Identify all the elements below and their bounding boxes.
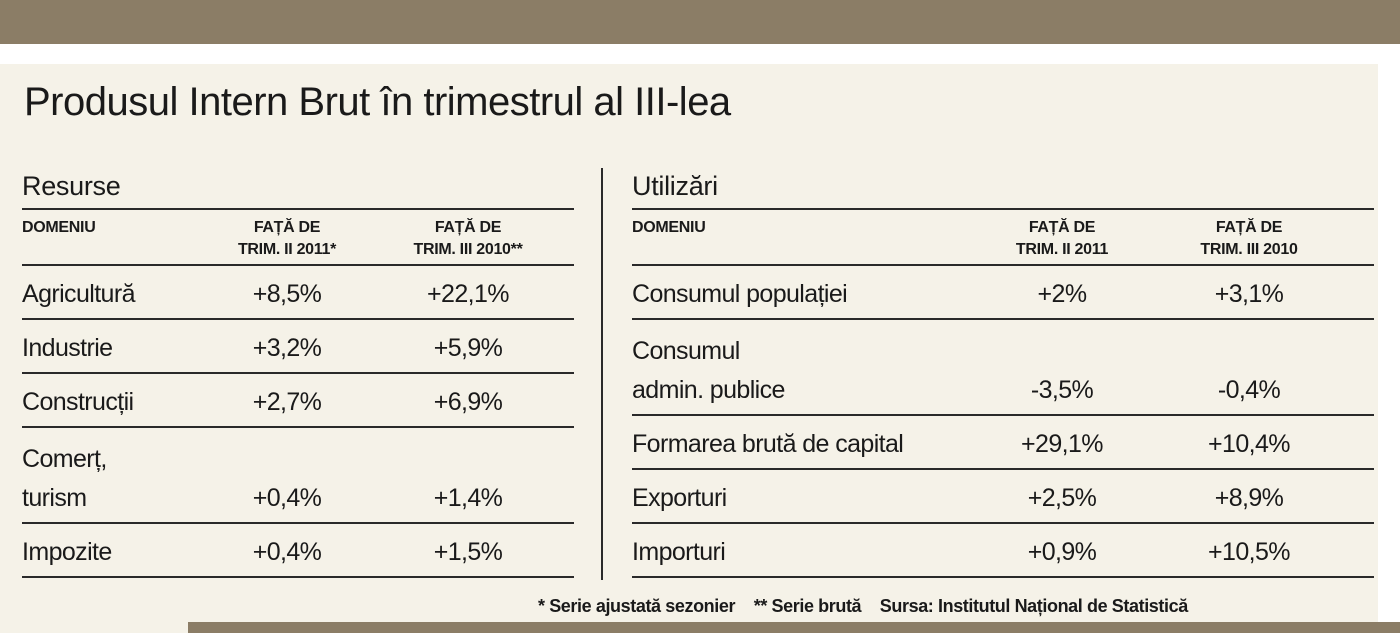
top-gap: [0, 44, 1400, 64]
footnote-gross: ** Serie brută: [753, 596, 862, 616]
table-row: Construcții +2,7% +6,9%: [22, 374, 574, 428]
table-row: Consumul populației +2% +3,1%: [632, 266, 1374, 320]
resurse-header-row: DOMENIU FAȚĂ DE TRIM. II 2011* FAȚĂ DE T…: [22, 208, 574, 266]
row-label: Construcții: [22, 388, 134, 416]
value-vs-trim-ii: +0,4%: [252, 538, 322, 566]
value-vs-trim-ii: +8,5%: [252, 280, 322, 308]
value-vs-trim-iii: +5,9%: [433, 334, 503, 362]
column-header-trim-ii: FAȚĂ DE TRIM. II 2011: [1015, 219, 1109, 258]
value-vs-trim-ii: +2,7%: [252, 388, 322, 416]
footnote-adjusted: * Serie ajustată sezonier: [538, 596, 736, 616]
value-vs-trim-iii: +8,9%: [1214, 484, 1284, 512]
utilizari-panel: Utilizări DOMENIU FAȚĂ DE TRIM. II 2011 …: [632, 168, 1374, 578]
page-title: Produsul Intern Brut în trimestrul al II…: [24, 80, 731, 124]
panel-divider: [601, 168, 603, 580]
resurse-panel: Resurse DOMENIU FAȚĂ DE TRIM. II 2011* F…: [22, 168, 574, 578]
value-vs-trim-ii: +0,4%: [252, 484, 322, 512]
table-row: Exporturi +2,5% +8,9%: [632, 470, 1374, 524]
table-row: Industrie +3,2% +5,9%: [22, 320, 574, 374]
table-row: Consumul admin. publice -3,5% -0,4%: [632, 320, 1374, 416]
row-label: Exporturi: [632, 484, 727, 512]
value-vs-trim-iii: +3,1%: [1214, 280, 1284, 308]
resurse-heading: Resurse: [22, 171, 121, 201]
table-row: Comerț, turism +0,4% +1,4%: [22, 428, 574, 524]
value-vs-trim-iii: +10,5%: [1208, 538, 1290, 566]
value-vs-trim-ii: +0,9%: [1027, 538, 1097, 566]
table-row: Importuri +0,9% +10,5%: [632, 524, 1374, 578]
table-row: Agricultură +8,5% +22,1%: [22, 266, 574, 320]
row-label: Comerț, turism: [22, 445, 107, 512]
value-vs-trim-iii: +22,1%: [427, 280, 509, 308]
column-header-trim-iii: FAȚĂ DE TRIM. III 2010**: [413, 219, 523, 258]
table-row: Impozite +0,4% +1,5%: [22, 524, 574, 578]
table-row: Formarea brută de capital +29,1% +10,4%: [632, 416, 1374, 470]
row-label: Impozite: [22, 538, 112, 566]
value-vs-trim-iii: -0,4%: [1217, 376, 1281, 404]
column-header-trim-ii: FAȚĂ DE TRIM. II 2011*: [237, 219, 337, 258]
column-header-trim-iii: FAȚĂ DE TRIM. III 2010: [1200, 219, 1298, 258]
row-label: Importuri: [632, 538, 726, 566]
row-label: Industrie: [22, 334, 113, 362]
value-vs-trim-iii: +10,4%: [1208, 430, 1290, 458]
value-vs-trim-iii: +1,5%: [433, 538, 503, 566]
column-header-domeniu: DOMENIU: [22, 219, 96, 236]
value-vs-trim-ii: +2,5%: [1027, 484, 1097, 512]
value-vs-trim-ii: +2%: [1037, 280, 1088, 308]
value-vs-trim-iii: +6,9%: [433, 388, 503, 416]
footnote: * Serie ajustată sezonier ** Serie brută…: [538, 596, 1202, 617]
utilizari-header-row: DOMENIU FAȚĂ DE TRIM. II 2011 FAȚĂ DE TR…: [632, 208, 1374, 266]
top-decorative-bar: [0, 0, 1400, 44]
bottom-decorative-bar: [188, 622, 1400, 633]
value-vs-trim-ii: -3,5%: [1030, 376, 1094, 404]
row-label: Consumul admin. publice: [632, 337, 785, 404]
value-vs-trim-ii: +29,1%: [1021, 430, 1103, 458]
right-edge-strip: [1378, 44, 1400, 633]
value-vs-trim-ii: +3,2%: [252, 334, 322, 362]
row-label: Consumul populației: [632, 280, 848, 308]
row-label: Formarea brută de capital: [632, 430, 904, 458]
value-vs-trim-iii: +1,4%: [433, 484, 503, 512]
row-label: Agricultură: [22, 280, 136, 308]
column-header-domeniu: DOMENIU: [632, 219, 706, 236]
footnote-source: Sursa: Institutul Național de Statistică: [879, 596, 1188, 616]
utilizari-heading: Utilizări: [632, 171, 718, 201]
